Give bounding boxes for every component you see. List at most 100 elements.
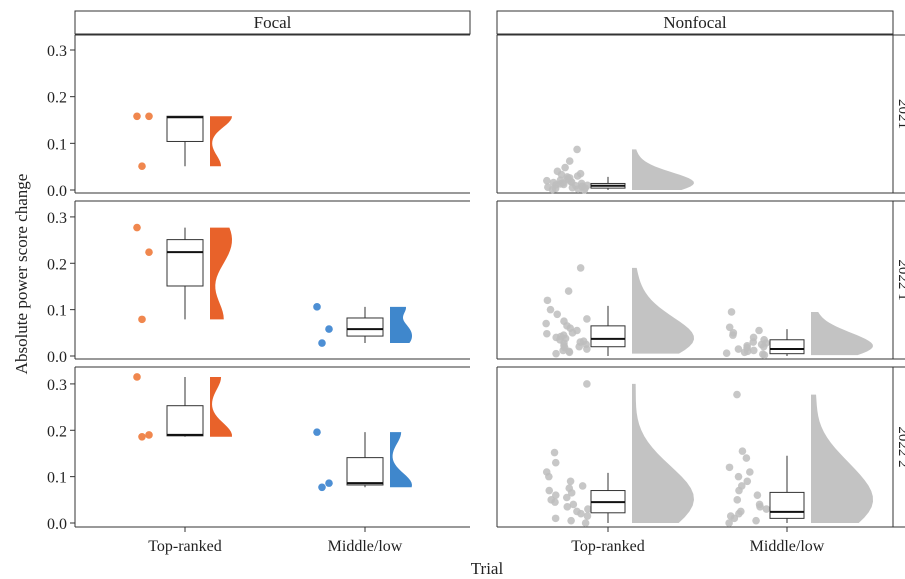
data-point xyxy=(318,339,326,347)
data-point xyxy=(548,185,557,194)
facet-strip-label-1: Nonfocal xyxy=(663,13,727,32)
data-point xyxy=(735,486,743,495)
raincloud-top_ranked xyxy=(133,112,232,170)
half-violin xyxy=(811,394,873,523)
row-strip-label-0: 2021 xyxy=(895,99,905,129)
box-iqr xyxy=(769,339,805,355)
half-violin xyxy=(210,376,232,437)
data-point xyxy=(574,185,582,193)
half-violin xyxy=(390,306,412,344)
half-violin xyxy=(811,311,873,356)
axes: 0.0 0.1 0.2 0.3 0.0 0.1 0.2 0.3 0.0 0.1 0.2 0.3 Top-… xyxy=(47,43,825,555)
data-point xyxy=(553,310,562,319)
box-iqr xyxy=(166,239,204,287)
data-point xyxy=(551,498,559,506)
data-point xyxy=(552,349,560,358)
data-point xyxy=(740,348,749,357)
data-point xyxy=(733,390,741,399)
data-point xyxy=(749,346,758,355)
plot-panels xyxy=(74,34,893,528)
y-tick-label: 0.3 xyxy=(47,377,67,394)
data-point xyxy=(551,458,560,467)
box-iqr xyxy=(346,457,384,486)
data-point xyxy=(545,472,553,481)
data-point xyxy=(749,338,758,346)
data-point xyxy=(752,516,760,525)
data-point xyxy=(542,319,550,328)
x-tick-label: Top-ranked xyxy=(148,538,222,555)
data-point xyxy=(566,477,575,486)
raincloud-top_ranked xyxy=(133,223,232,324)
y-tick-label: 0.3 xyxy=(47,43,67,60)
half-violin xyxy=(632,267,694,354)
y-tick-label: 0.2 xyxy=(47,423,67,440)
data-point xyxy=(549,178,558,187)
data-point xyxy=(564,287,573,295)
data-point xyxy=(583,512,592,520)
data-point xyxy=(742,454,751,462)
data-point xyxy=(581,519,590,527)
data-point xyxy=(580,186,589,194)
data-point xyxy=(755,326,763,335)
row-strip-label-1: 2022 1 xyxy=(895,259,905,300)
data-point xyxy=(762,505,771,513)
data-point xyxy=(583,345,591,353)
y-tick-label: 0.0 xyxy=(47,349,67,366)
data-point xyxy=(138,315,146,324)
data-point xyxy=(563,502,572,511)
facet-strip-0 xyxy=(74,10,471,35)
data-point xyxy=(325,479,333,487)
data-point xyxy=(543,329,551,338)
y-tick-label: 0.1 xyxy=(47,303,67,320)
data-point xyxy=(568,183,577,192)
row-strip-1 xyxy=(892,200,905,360)
data-point xyxy=(551,514,560,523)
x-tick-label: Middle/low xyxy=(750,538,825,555)
half-violin xyxy=(210,116,232,167)
data-point xyxy=(545,486,554,495)
data-point xyxy=(725,519,733,527)
data-point xyxy=(738,447,747,455)
y-tick-label: 0.2 xyxy=(47,256,67,273)
data-point xyxy=(753,491,762,499)
data-point xyxy=(325,325,333,333)
data-point xyxy=(318,483,326,492)
data-point xyxy=(546,305,555,314)
data-point xyxy=(734,472,743,481)
x-tick-label: Middle/low xyxy=(328,538,403,555)
data-point xyxy=(543,296,552,305)
data-point xyxy=(133,223,141,232)
data-point xyxy=(575,342,583,351)
data-point xyxy=(733,496,742,504)
y-tick-label: 0.2 xyxy=(47,90,67,107)
data-point xyxy=(578,482,587,490)
x-axis-title: Trial xyxy=(471,559,504,578)
data-point xyxy=(145,112,153,121)
box-iqr xyxy=(166,405,204,437)
data-point xyxy=(583,380,591,388)
raincloud-middle_low xyxy=(313,303,412,347)
data-point xyxy=(569,500,578,509)
raincloud-middle_low xyxy=(313,428,412,492)
y-tick-label: 0.1 xyxy=(47,470,67,487)
data-point xyxy=(734,345,743,353)
row-strip-label-2: 2022 2 xyxy=(895,426,905,467)
box-iqr xyxy=(769,491,805,519)
data-point xyxy=(133,112,141,121)
x-tick-label: Top-ranked xyxy=(571,538,645,555)
raincloud-nonfocal xyxy=(543,145,694,194)
data-point xyxy=(576,264,585,272)
data-point xyxy=(565,157,574,165)
half-violin xyxy=(390,432,412,488)
y-axis-title: Absolute power score change xyxy=(12,174,31,375)
raincloud-nonfocal xyxy=(722,308,873,359)
data-point xyxy=(313,303,321,311)
data-point xyxy=(561,163,569,172)
data-point xyxy=(577,509,585,518)
facet-strip-1 xyxy=(496,10,894,35)
y-tick-label: 0.0 xyxy=(47,183,67,200)
data-point xyxy=(138,162,146,170)
y-tick-label: 0.0 xyxy=(47,516,67,533)
data-point xyxy=(727,308,736,316)
data-point xyxy=(759,342,768,351)
